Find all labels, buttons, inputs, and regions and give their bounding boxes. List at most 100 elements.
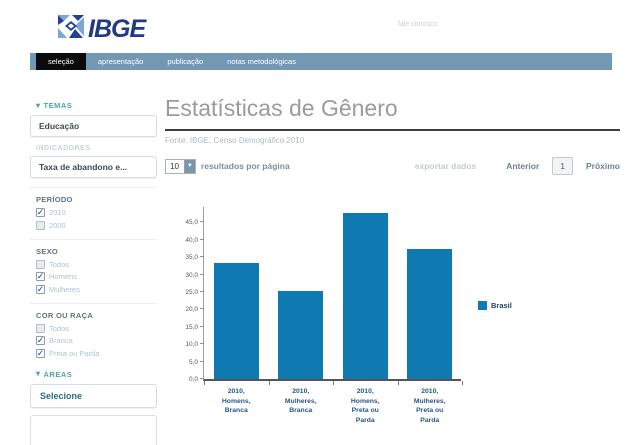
results-per-page-value: 10 (170, 161, 179, 171)
checkbox-label: Mulheres (49, 284, 80, 294)
chart-legend: Brasil (478, 301, 512, 310)
checkbox-row-preta-ou-parda[interactable]: ✓ Preta ou Parda (36, 347, 157, 358)
sidebar: ▾ TEMAS Educação INDICADORES Taxa de aba… (30, 95, 157, 414)
checkbox-row-2010[interactable]: ✓ 2010 (36, 208, 157, 217)
checkbox-row-branca[interactable]: ✓ Branca (36, 336, 157, 345)
checkbox-checked-icon[interactable]: ✓ (36, 347, 45, 358)
checkbox-label: Preta ou Parda (49, 348, 100, 358)
x-axis-category-label: 2010, Mulheres, Branca (284, 388, 317, 415)
checkbox-row-todos[interactable]: Todos (36, 259, 157, 269)
checkbox-label: 2010 (49, 208, 66, 217)
source-text: Fonte: IBGE, Censo Demográfico 2010 (165, 136, 305, 145)
filter-group-periodo: PERÍODO ✓ 2010 2000 (36, 195, 157, 230)
y-axis-tick-mark (200, 325, 204, 327)
legend-swatch-brasil (478, 301, 487, 310)
x-axis-category-label: 2010, Homens, Preta ou Parda (350, 388, 380, 424)
chevron-down-icon: ▾ (36, 369, 41, 378)
areas-dropdown[interactable]: Selecione (30, 383, 157, 408)
temas-dropdown[interactable]: Educação (30, 115, 157, 137)
indicadores-label: INDICADORES (36, 145, 91, 152)
y-axis-tick-label: 45,0 (185, 219, 198, 227)
ibge-logo-icon (56, 13, 86, 45)
x-axis-tick-mark (268, 381, 270, 385)
y-axis-tick-label: 15,0 (185, 323, 198, 331)
y-axis-tick-label: 30,0 (185, 271, 198, 279)
areas-section-header[interactable]: ▾ ÁREAS (36, 370, 157, 379)
checkbox-label: Branca (49, 336, 73, 345)
checkbox-checked-icon[interactable]: ✓ (36, 335, 45, 345)
nav-item-notas-metodologicas[interactable]: notas metodológicas (227, 57, 296, 66)
y-axis-tick-label: 35,0 (185, 254, 198, 262)
checkbox-label: Todos (49, 323, 70, 333)
filter-group-title: SEXO (36, 246, 59, 256)
nav-item-apresentacao[interactable]: apresentação (97, 57, 144, 66)
bar-2010-mulheres-preta-ou-parda[interactable] (407, 249, 453, 379)
nav-bar: seleção apresentação publicação notas metod… (30, 53, 612, 70)
chevron-down-icon: ▼ (183, 159, 195, 173)
y-axis-tick-mark (200, 238, 204, 240)
checkbox-checked-icon[interactable]: ✓ (36, 283, 45, 294)
nav-item-publicacao[interactable]: publicação (167, 57, 204, 66)
checkbox-row-todos[interactable]: Todos (36, 323, 157, 333)
y-axis-tick-label: 20,0 (185, 306, 198, 314)
y-axis-tick-label: 10,0 (185, 341, 198, 349)
checkbox-checked-icon[interactable]: ✓ (36, 207, 45, 217)
checkbox-row-mulheres[interactable]: ✓ Mulheres (36, 283, 157, 294)
nav-item-selecao[interactable]: seleção (36, 53, 86, 70)
x-axis-category-label: 2010, Homens, Branca (221, 388, 251, 415)
x-axis-tick-mark (462, 381, 463, 385)
sidebar-divider (30, 238, 157, 240)
y-axis-tick-mark (200, 221, 204, 223)
y-axis-tick-label: 5,0 (188, 358, 198, 366)
sidebar-divider (30, 187, 157, 188)
bar-chart-plot-area: 0,0 5,0 10,0 15,0 20,0 25,0 30,0 35,0 40,0 45,0 20… (185, 207, 463, 424)
contact-link[interactable]: fale conosco (398, 21, 438, 28)
page-title: Estatísticas de Gênero (165, 95, 398, 121)
y-axis-tick-mark (200, 256, 204, 258)
checkbox-label: Todos (49, 259, 70, 269)
x-axis-tick-mark (333, 381, 334, 385)
checkbox-checked-icon[interactable]: ✓ (36, 271, 45, 281)
y-axis-tick-label: 25,0 (185, 289, 198, 296)
checkbox-unchecked-icon[interactable] (36, 220, 45, 230)
bar-2010-homens-preta-ou-parda[interactable] (342, 213, 388, 379)
sidebar-partial-box[interactable] (30, 415, 157, 445)
ibge-logo[interactable]: IBGE (56, 13, 146, 45)
checkbox-unchecked-icon[interactable] (36, 323, 45, 333)
pagination-current-page[interactable]: 1 (552, 157, 573, 175)
sidebar-divider (30, 302, 157, 304)
main-content: Estatísticas de Gênero Fonte: IBGE, Cens… (165, 95, 620, 175)
temas-label: TEMAS (43, 101, 73, 110)
areas-label: ÁREAS (43, 369, 73, 379)
temas-section-header[interactable]: ▾ TEMAS (36, 101, 157, 110)
y-axis-tick-mark (200, 308, 204, 310)
results-per-page-select[interactable]: 10 ▼ (165, 158, 196, 174)
export-data-link[interactable]: exportar dados (414, 161, 477, 171)
x-axis-category-label: 2010, Mulheres, Preta ou Parda (413, 388, 446, 424)
filter-group-title: PERÍODO (36, 195, 73, 204)
x-axis-tick-mark (397, 381, 399, 385)
y-axis-tick-mark (200, 378, 204, 379)
checkbox-row-homens[interactable]: ✓ Homens (36, 272, 157, 281)
title-rule (165, 129, 620, 131)
filter-group-sexo: SEXO Todos ✓ Homens ✓ Mulheres (36, 247, 157, 294)
y-axis-tick-label: 40,0 (185, 236, 198, 244)
pagination-next-button[interactable]: Próximo (585, 161, 620, 171)
indicadores-dropdown[interactable]: Taxa de abandono e... (30, 156, 157, 178)
y-axis-tick-mark (200, 343, 204, 345)
bar-2010-mulheres-branca[interactable] (278, 290, 324, 379)
checkbox-unchecked-icon[interactable] (36, 259, 45, 269)
filter-group-cor-ou-raca: COR OU RAÇA Todos ✓ Branca ✓ Preta ou Parda (36, 311, 157, 358)
ibge-logo-text: IBGE (88, 14, 146, 43)
chevron-down-icon: ▾ (36, 100, 41, 110)
checkbox-label: 2000 (49, 220, 66, 230)
results-per-page-label: resultados por página (200, 161, 290, 171)
sidebar-filters: PERÍODO ✓ 2010 2000 SEXO Todos ✓ Homens ✓ Mulhere… (30, 195, 157, 358)
x-axis-tick-mark (204, 381, 205, 385)
checkbox-row-2000[interactable]: 2000 (36, 220, 157, 230)
y-axis-tick-mark (200, 291, 204, 292)
results-controls: 10 ▼ resultados por página exportar dado… (165, 157, 620, 175)
bar-2010-homens-branca[interactable] (213, 262, 259, 379)
checkbox-label: Homens (49, 272, 77, 281)
pagination-prev-button[interactable]: Anterior (506, 161, 540, 171)
